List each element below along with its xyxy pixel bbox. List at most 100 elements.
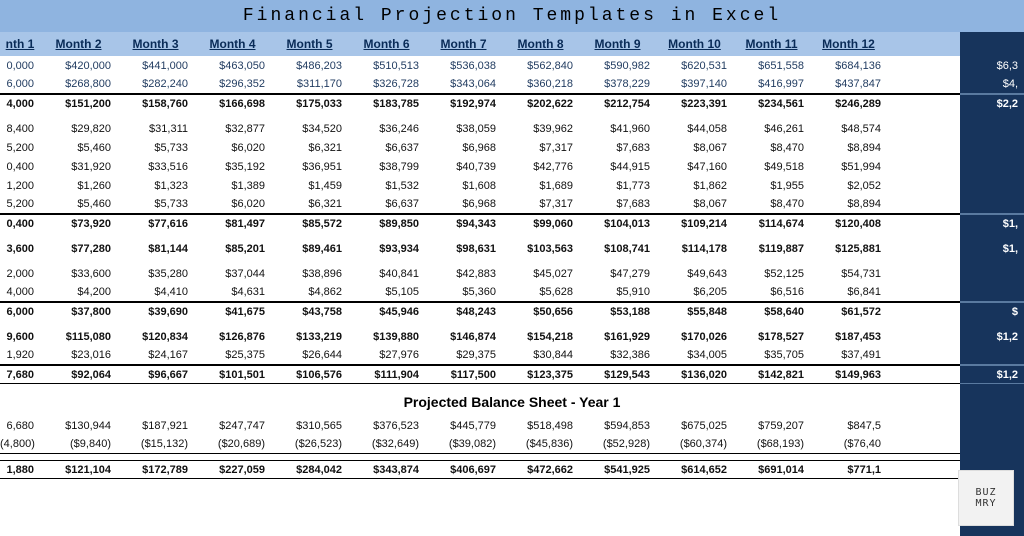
cell: $6,841 bbox=[810, 286, 887, 298]
cell: $98,631 bbox=[425, 243, 502, 255]
cell: $1,773 bbox=[579, 180, 656, 192]
cell: $106,576 bbox=[271, 369, 348, 381]
cell: $5,910 bbox=[579, 286, 656, 298]
cell: $25,375 bbox=[194, 349, 271, 361]
cell: $158,760 bbox=[117, 98, 194, 110]
table-row: 4,000$4,200$4,410$4,631$4,862$5,105$5,36… bbox=[0, 283, 1024, 302]
cell: $33,516 bbox=[117, 161, 194, 173]
column-header[interactable]: Month 11 bbox=[733, 37, 810, 51]
cell: $35,192 bbox=[194, 161, 271, 173]
cell: $187,453 bbox=[810, 331, 887, 343]
column-header[interactable]: Month 3 bbox=[117, 37, 194, 51]
cell: $35,705 bbox=[733, 349, 810, 361]
cell: ($39,082) bbox=[425, 438, 502, 450]
cell: ($26,523) bbox=[271, 438, 348, 450]
cell: $34,005 bbox=[656, 349, 733, 361]
cell: $187,921 bbox=[117, 420, 194, 432]
cell: $39,962 bbox=[502, 123, 579, 135]
right-summary-panel: $6,3$4,$2,2$1,$1,$$1,2$1,2 bbox=[960, 32, 1024, 536]
summary-cell: $6,3 bbox=[960, 56, 1024, 75]
cell: 4,000 bbox=[0, 286, 40, 298]
column-header[interactable]: Month 10 bbox=[656, 37, 733, 51]
cell: $89,850 bbox=[348, 218, 425, 230]
cell: $94,343 bbox=[425, 218, 502, 230]
cell: $8,067 bbox=[656, 198, 733, 210]
watermark-logo: BUZ MRY bbox=[958, 470, 1014, 526]
column-header[interactable]: Month 8 bbox=[502, 37, 579, 51]
column-header[interactable]: nth 1 bbox=[0, 37, 40, 51]
summary-cell bbox=[960, 346, 1024, 365]
table-row: 4,000$151,200$158,760$166,698$175,033$18… bbox=[0, 94, 1024, 113]
cell: (4,800) bbox=[0, 438, 40, 450]
table-row: 6,000$268,800$282,240$296,352$311,170$32… bbox=[0, 75, 1024, 94]
column-header-row[interactable]: nth 1Month 2Month 3Month 4Month 5Month 6… bbox=[0, 32, 1024, 56]
cell: 6,000 bbox=[0, 306, 40, 318]
column-header[interactable]: Month 6 bbox=[348, 37, 425, 51]
cell: 0,400 bbox=[0, 218, 40, 230]
cell: $23,016 bbox=[40, 349, 117, 361]
summary-cell: $1, bbox=[960, 214, 1024, 233]
cell: $114,674 bbox=[733, 218, 810, 230]
cell: $38,059 bbox=[425, 123, 502, 135]
column-header[interactable]: Month 2 bbox=[40, 37, 117, 51]
cell: ($15,132) bbox=[117, 438, 194, 450]
cell: $7,683 bbox=[579, 198, 656, 210]
summary-cell bbox=[960, 195, 1024, 214]
table-row: 1,880$121,104$172,789$227,059$284,042$34… bbox=[0, 460, 1024, 479]
cell: 0,000 bbox=[0, 60, 40, 72]
cell: $1,689 bbox=[502, 180, 579, 192]
cell: $139,880 bbox=[348, 331, 425, 343]
cell: $1,955 bbox=[733, 180, 810, 192]
cell: $166,698 bbox=[194, 98, 271, 110]
cell: $125,881 bbox=[810, 243, 887, 255]
table-row: (4,800)($9,840)($15,132)($20,689)($26,52… bbox=[0, 435, 1024, 454]
cell: $42,883 bbox=[425, 268, 502, 280]
cell: $4,862 bbox=[271, 286, 348, 298]
summary-cell bbox=[960, 119, 1024, 138]
summary-cell: $1, bbox=[960, 239, 1024, 258]
cell: $44,058 bbox=[656, 123, 733, 135]
cell: $310,565 bbox=[271, 420, 348, 432]
cell: $234,561 bbox=[733, 98, 810, 110]
summary-cell: $1,2 bbox=[960, 327, 1024, 346]
column-header[interactable]: Month 4 bbox=[194, 37, 271, 51]
cell: $38,799 bbox=[348, 161, 425, 173]
column-header[interactable]: Month 7 bbox=[425, 37, 502, 51]
cell: $81,497 bbox=[194, 218, 271, 230]
cell: $29,375 bbox=[425, 349, 502, 361]
cell: $45,946 bbox=[348, 306, 425, 318]
cell: $192,974 bbox=[425, 98, 502, 110]
cell: $73,920 bbox=[40, 218, 117, 230]
column-header[interactable]: Month 9 bbox=[579, 37, 656, 51]
cell: $151,200 bbox=[40, 98, 117, 110]
table-row: 0,400$73,920$77,616$81,497$85,572$89,850… bbox=[0, 214, 1024, 233]
cell: $24,167 bbox=[117, 349, 194, 361]
cell: $85,201 bbox=[194, 243, 271, 255]
cell: $142,821 bbox=[733, 369, 810, 381]
summary-cell: $4, bbox=[960, 75, 1024, 94]
cell: ($60,374) bbox=[656, 438, 733, 450]
cell: ($68,193) bbox=[733, 438, 810, 450]
cell: $6,321 bbox=[271, 142, 348, 154]
table-row: 1,200$1,260$1,323$1,389$1,459$1,532$1,60… bbox=[0, 176, 1024, 195]
cell: $343,874 bbox=[348, 464, 425, 476]
cell: $117,500 bbox=[425, 369, 502, 381]
cell: $7,317 bbox=[502, 142, 579, 154]
cell: $472,662 bbox=[502, 464, 579, 476]
cell: $1,608 bbox=[425, 180, 502, 192]
column-header[interactable]: Month 5 bbox=[271, 37, 348, 51]
cell: $55,848 bbox=[656, 306, 733, 318]
cell: ($52,928) bbox=[579, 438, 656, 450]
cell: $37,800 bbox=[40, 306, 117, 318]
column-header[interactable]: Month 12 bbox=[810, 37, 887, 51]
cell: $114,178 bbox=[656, 243, 733, 255]
cell: $96,667 bbox=[117, 369, 194, 381]
cell: $594,853 bbox=[579, 420, 656, 432]
cell: $58,640 bbox=[733, 306, 810, 318]
title-bar: Financial Projection Templates in Excel bbox=[0, 0, 1024, 32]
cell: $1,532 bbox=[348, 180, 425, 192]
cell: $6,321 bbox=[271, 198, 348, 210]
cell: $562,840 bbox=[502, 60, 579, 72]
cell: $6,968 bbox=[425, 198, 502, 210]
table-row: 5,200$5,460$5,733$6,020$6,321$6,637$6,96… bbox=[0, 138, 1024, 157]
